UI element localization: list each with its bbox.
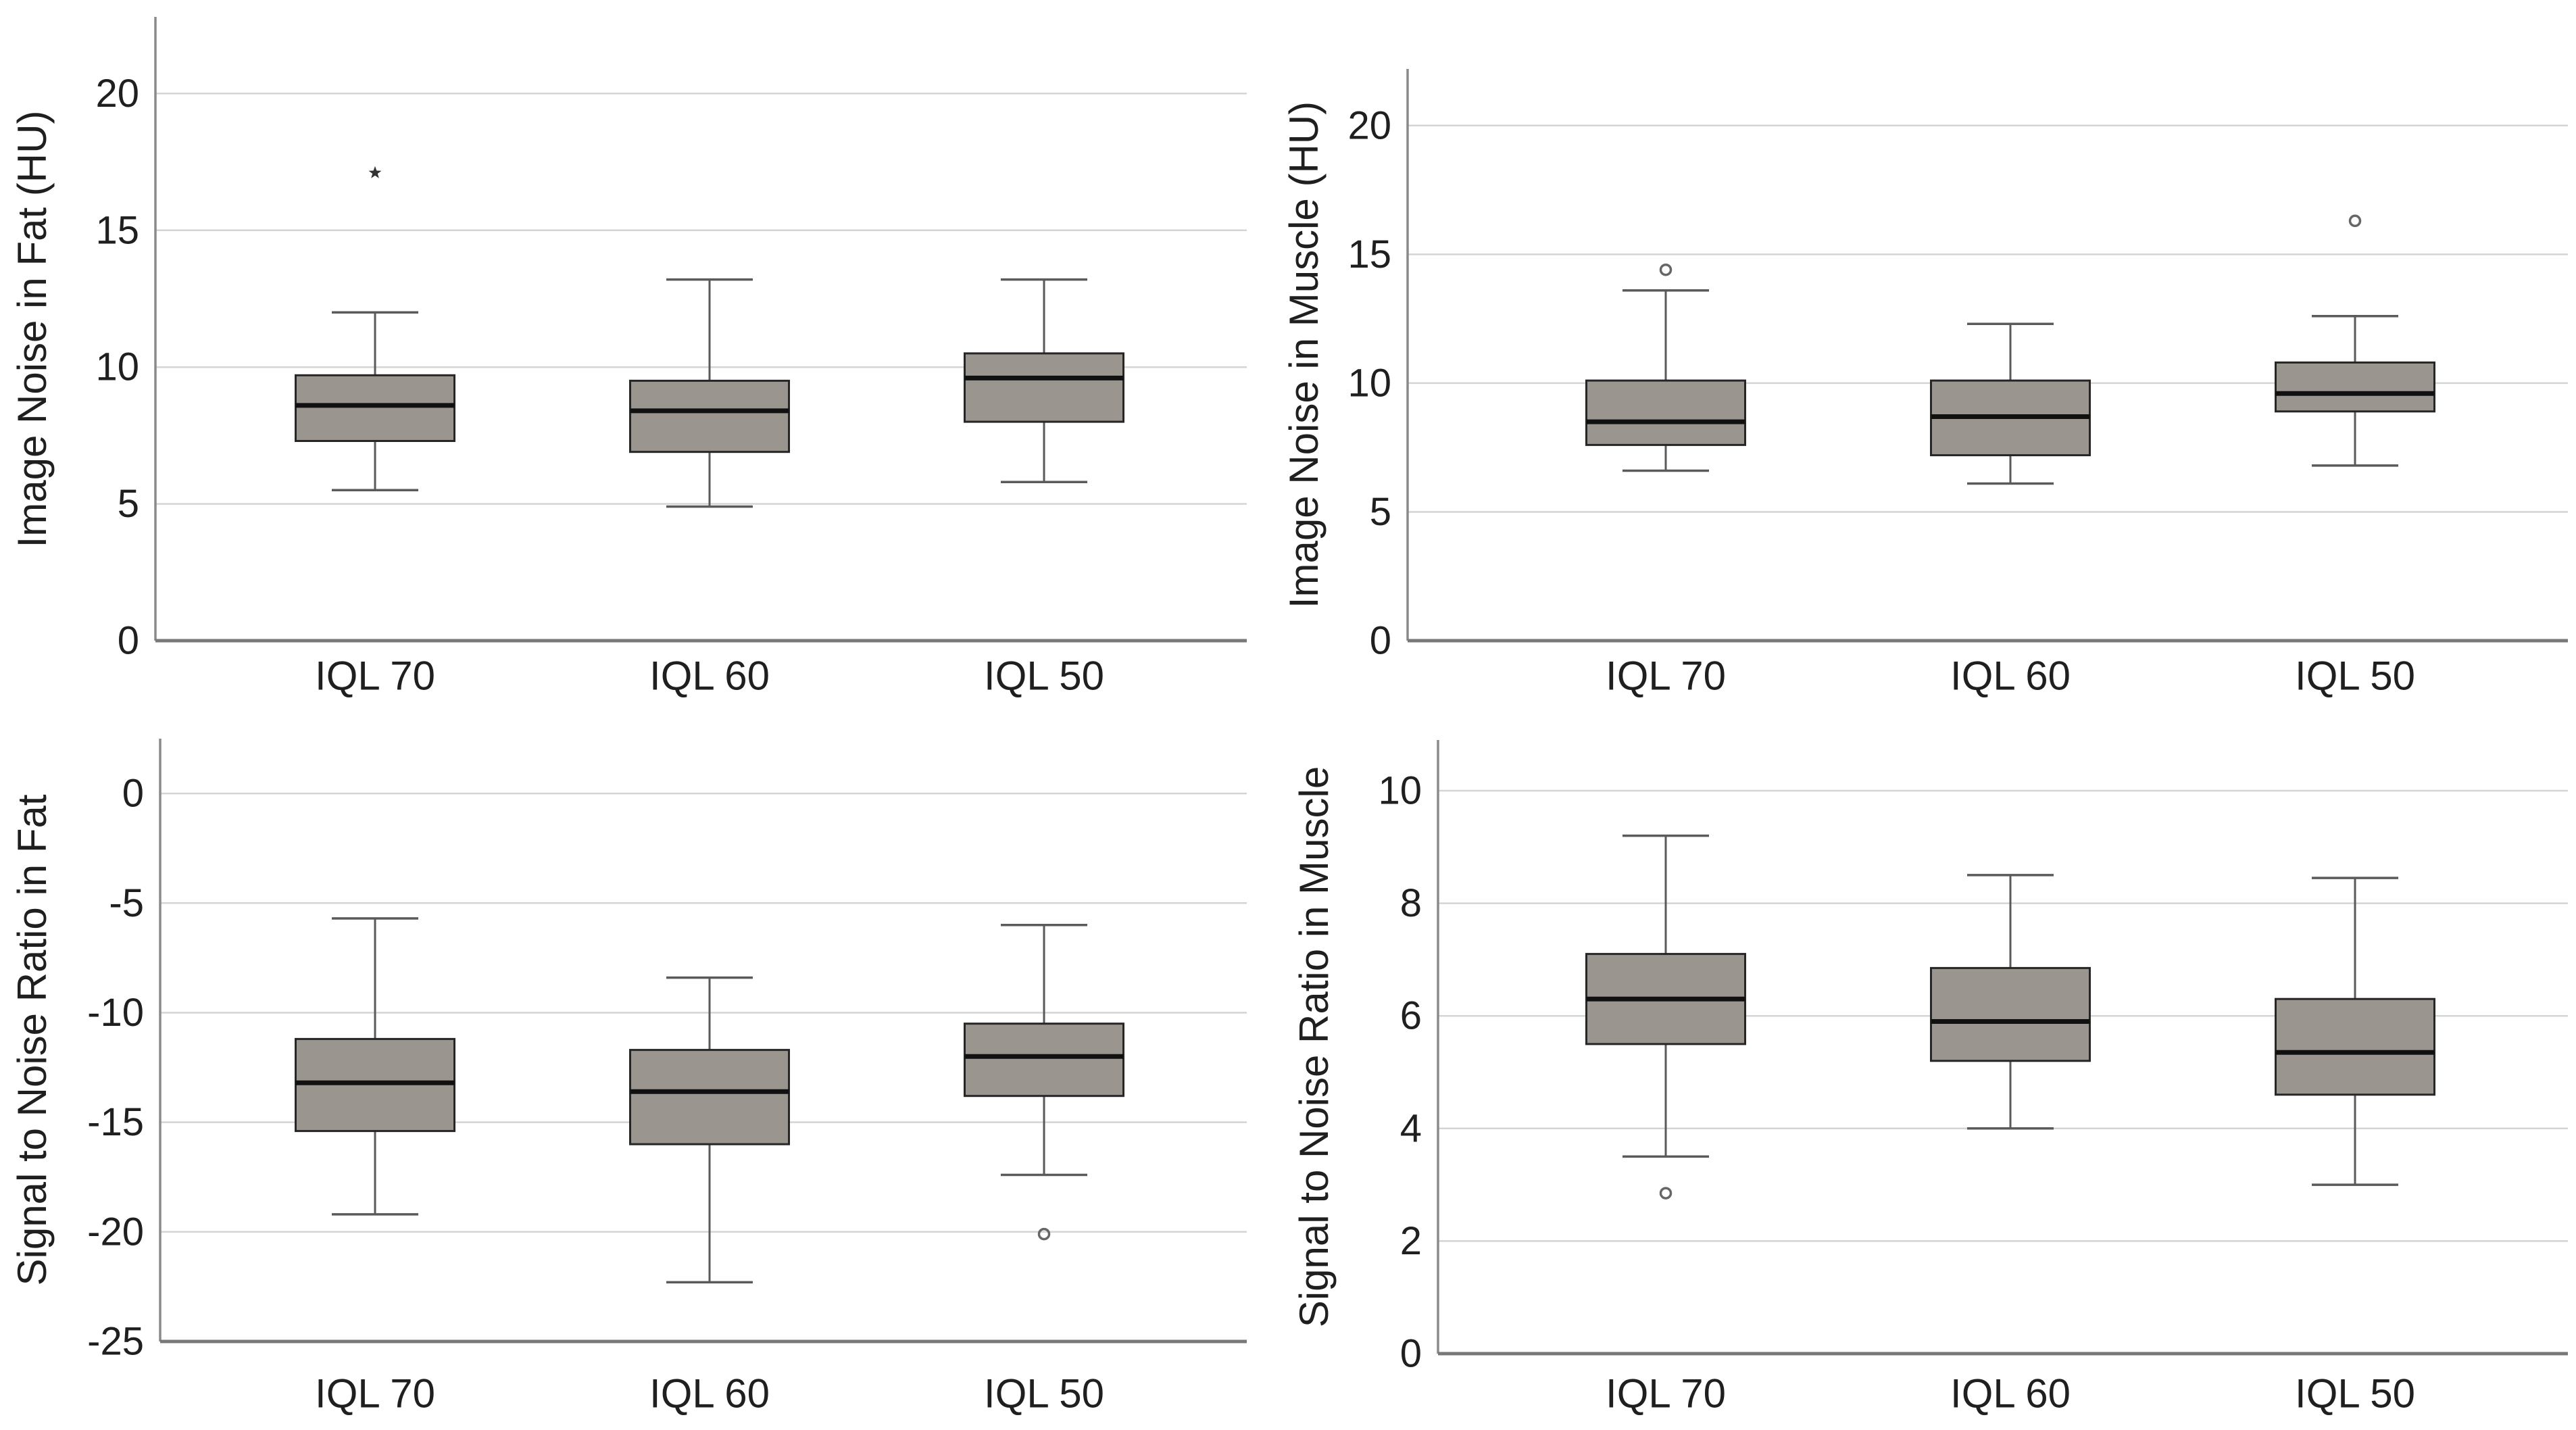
category-label: IQL 70 xyxy=(1606,1371,1726,1416)
category-label: IQL 50 xyxy=(2295,654,2415,699)
y-tick-label: 8 xyxy=(1400,881,1422,925)
y-tick-label: -15 xyxy=(87,1100,144,1144)
y-tick-label: 15 xyxy=(95,208,139,252)
y-tick-label: 6 xyxy=(1400,994,1422,1038)
y-tick-label: 10 xyxy=(1378,769,1422,813)
y-tick-label: 0 xyxy=(1400,1332,1422,1376)
plot-area: 0 2 4 6 8 10 IQL 70 IQL 60 IQL 50 xyxy=(1378,740,2568,1416)
category-label: IQL 50 xyxy=(984,1371,1104,1416)
iqr-box xyxy=(964,352,1124,423)
boxplot-image-noise-fat-svg: Image Noise in Fat (HU) 0 5 10 15 20 IQL 70 IQ… xyxy=(9,17,1247,699)
y-tick-label: 5 xyxy=(1370,490,1391,534)
category-label: IQL 60 xyxy=(1950,654,2071,699)
y-tick-label: 4 xyxy=(1400,1106,1422,1150)
y-axis-title: Signal to Noise Ratio in Fat xyxy=(9,794,55,1285)
y-tick-label: 10 xyxy=(1347,361,1391,405)
iqr-box xyxy=(2275,997,2435,1096)
plot-area: 0 5 10 15 20 IQL 70 IQL 60 IQL 50 xyxy=(95,17,1247,699)
category-label: IQL 60 xyxy=(649,1371,770,1416)
iqr-box xyxy=(295,374,455,442)
y-tick-label: 5 xyxy=(118,482,139,526)
y-tick-label: 0 xyxy=(122,772,144,816)
y-tick-label: 10 xyxy=(95,345,139,389)
outlier-circle xyxy=(2348,214,2362,228)
y-tick-label: 0 xyxy=(118,619,139,663)
category-label: IQL 50 xyxy=(2295,1371,2415,1416)
y-axis-title: Signal to Noise Ratio in Muscle xyxy=(1291,766,1337,1327)
category-label: IQL 70 xyxy=(315,1371,435,1416)
y-tick-label: -5 xyxy=(109,881,144,925)
y-tick-label: -25 xyxy=(87,1320,144,1364)
y-tick-label: 20 xyxy=(95,72,139,116)
y-axis-title: Image Noise in Fat (HU) xyxy=(9,111,55,548)
y-tick-label: 0 xyxy=(1370,619,1391,663)
y-tick-label: 15 xyxy=(1347,232,1391,276)
boxplot-image-noise-muscle: Image Noise in Muscle (HU) 0 5 10 15 20 IQL 7… xyxy=(1288,0,2576,715)
iqr-box xyxy=(629,379,790,453)
boxplot-snr-fat-svg: Signal to Noise Ratio in Fat 0 -5 -10 -15 -2… xyxy=(9,739,1247,1416)
boxplot-snr-muscle-svg: Signal to Noise Ratio in Muscle 0 2 4 6 8 10 I… xyxy=(1291,740,2568,1416)
outlier-star xyxy=(368,166,382,178)
boxplot-snr-muscle: Signal to Noise Ratio in Muscle 0 2 4 6 8 10 I… xyxy=(1288,715,2576,1430)
iqr-box xyxy=(629,1049,790,1145)
y-tick-label: 20 xyxy=(1347,103,1391,147)
plot-area: 0 -5 -10 -15 -20 -25 IQL 70 IQL 60 IQL 50 xyxy=(87,739,1247,1416)
category-label: IQL 70 xyxy=(315,654,435,699)
y-tick-label: -20 xyxy=(87,1210,144,1254)
category-label: IQL 50 xyxy=(984,654,1104,699)
category-label: IQL 60 xyxy=(1950,1371,2071,1416)
outlier-circle xyxy=(1037,1227,1051,1241)
plot-area: 0 5 10 15 20 IQL 70 IQL 60 IQL 50 xyxy=(1347,69,2568,699)
iqr-box xyxy=(964,1022,1124,1098)
category-label: IQL 60 xyxy=(649,654,770,699)
y-axis-title: Image Noise in Muscle (HU) xyxy=(1288,101,1327,608)
y-tick-label: 2 xyxy=(1400,1219,1422,1263)
category-label: IQL 70 xyxy=(1606,654,1726,699)
y-tick-label: -10 xyxy=(87,991,144,1035)
iqr-box xyxy=(1930,966,2091,1062)
boxplot-image-noise-fat: Image Noise in Fat (HU) 0 5 10 15 20 IQL 70 IQ… xyxy=(0,0,1288,715)
boxplot-snr-fat: Signal to Noise Ratio in Fat 0 -5 -10 -15 -2… xyxy=(0,715,1288,1430)
iqr-box xyxy=(2275,361,2435,413)
outlier-circle xyxy=(1659,263,1673,276)
outlier-circle xyxy=(1659,1187,1673,1200)
boxplot-image-noise-muscle-svg: Image Noise in Muscle (HU) 0 5 10 15 20 IQL 7… xyxy=(1288,69,2568,699)
iqr-box xyxy=(1585,379,1746,446)
